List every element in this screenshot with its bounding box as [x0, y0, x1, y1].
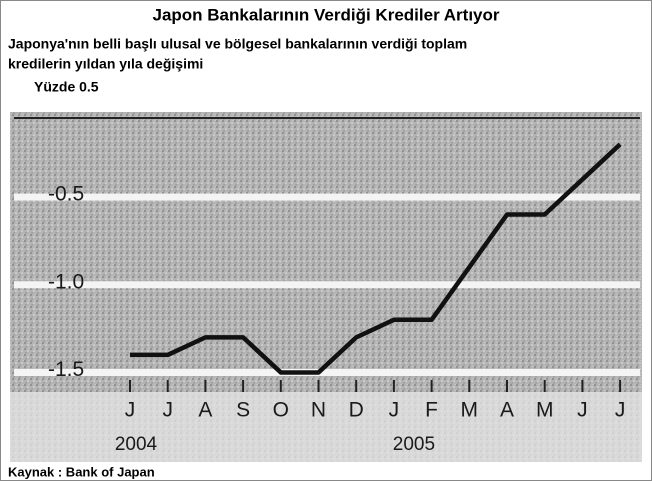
x-tick-label: M [461, 399, 479, 422]
y-tick-label: -1.5 [48, 358, 84, 381]
x-tick-label: J [125, 399, 136, 422]
x-tick-label: A [500, 399, 514, 422]
x-tick-label: F [425, 399, 438, 422]
y-tick-label: -1.0 [48, 270, 84, 293]
x-tick-label: J [389, 399, 400, 422]
x-tick-label: D [349, 399, 364, 422]
y-tick-label: -0.5 [48, 183, 84, 206]
x-tick-label: S [236, 399, 250, 422]
axis-band [10, 392, 642, 462]
line [130, 142, 622, 375]
source: Kaynak : Bank of Japan [8, 464, 155, 479]
x-tick-label: J [162, 399, 173, 422]
x-tick-label: J [615, 399, 626, 422]
year-label: 2004 [115, 434, 158, 455]
x-tick-label: M [536, 399, 554, 422]
x-tick-label: N [311, 399, 326, 422]
subtitle: Japonya'nın belli başlı ulusal ve bölges… [8, 36, 467, 52]
year-label: 2005 [393, 434, 435, 455]
x-tick-label: J [577, 399, 588, 422]
subtitle: kredilerin yıldan yıla değişimi [8, 56, 203, 72]
y-axis-label: Yüzde 0.5 [34, 79, 99, 95]
x-tick-label: O [273, 399, 289, 422]
chart-title: Japon Bankalarının Verdiği Krediler Artı… [152, 5, 499, 24]
x-tick-label: A [198, 399, 212, 422]
